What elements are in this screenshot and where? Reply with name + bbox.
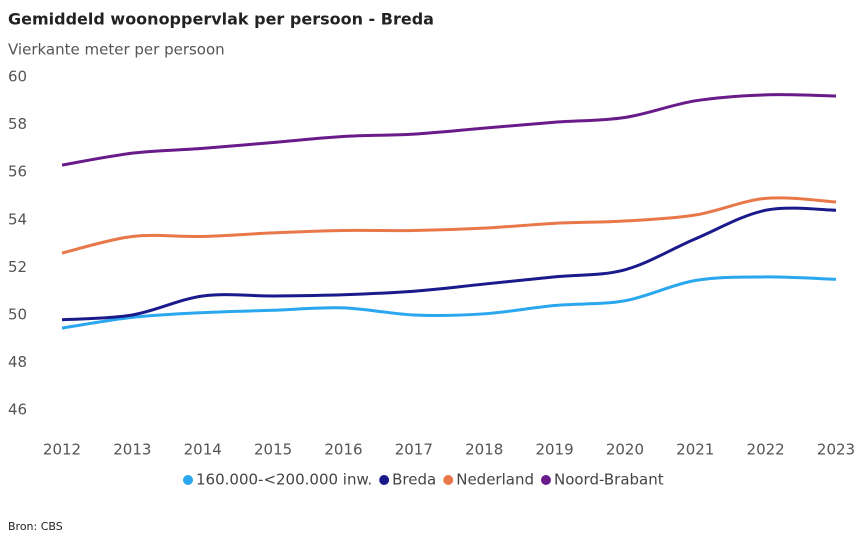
x-tick-label: 2023 bbox=[817, 441, 855, 459]
y-tick-label: 50 bbox=[8, 306, 27, 324]
legend-label: Nederland bbox=[456, 471, 534, 489]
y-tick-label: 48 bbox=[8, 353, 27, 371]
legend-marker bbox=[540, 475, 551, 485]
series-line bbox=[61, 206, 837, 322]
x-tick-label: 2015 bbox=[254, 441, 292, 459]
legend-label: 160.000-<200.000 inw. bbox=[196, 471, 372, 489]
y-tick-label: 54 bbox=[8, 210, 27, 228]
x-tick-label: 2020 bbox=[606, 441, 644, 459]
x-tick-label: 2013 bbox=[113, 441, 151, 459]
x-tick-label: 2014 bbox=[184, 441, 222, 459]
y-tick-label: 58 bbox=[8, 115, 27, 133]
legend-marker bbox=[379, 475, 390, 485]
series-line bbox=[61, 196, 837, 255]
y-tick-label: 56 bbox=[8, 163, 27, 181]
y-tick-label: 46 bbox=[8, 401, 27, 419]
chart-title: Gemiddeld woonoppervlak per persoon - Br… bbox=[8, 10, 434, 29]
series-line bbox=[61, 93, 837, 167]
x-tick-label: 2012 bbox=[43, 441, 81, 459]
legend-marker bbox=[183, 475, 193, 485]
x-tick-label: 2019 bbox=[535, 441, 573, 459]
legend-marker bbox=[443, 475, 454, 485]
x-tick-label: 2021 bbox=[676, 441, 714, 459]
chart-subtitle: Vierkante meter per persoon bbox=[8, 41, 225, 59]
y-tick-label: 60 bbox=[8, 68, 27, 86]
x-tick-label: 2022 bbox=[747, 441, 785, 459]
series-line bbox=[61, 275, 837, 330]
x-tick-label: 2017 bbox=[395, 441, 433, 459]
x-tick-label: 2016 bbox=[324, 441, 362, 459]
source: Bron: CBS bbox=[8, 520, 63, 533]
legend-label: Breda bbox=[392, 471, 436, 489]
x-tick-label: 2018 bbox=[465, 441, 503, 459]
legend-label: Noord-Brabant bbox=[554, 471, 664, 489]
y-tick-label: 52 bbox=[8, 258, 27, 276]
